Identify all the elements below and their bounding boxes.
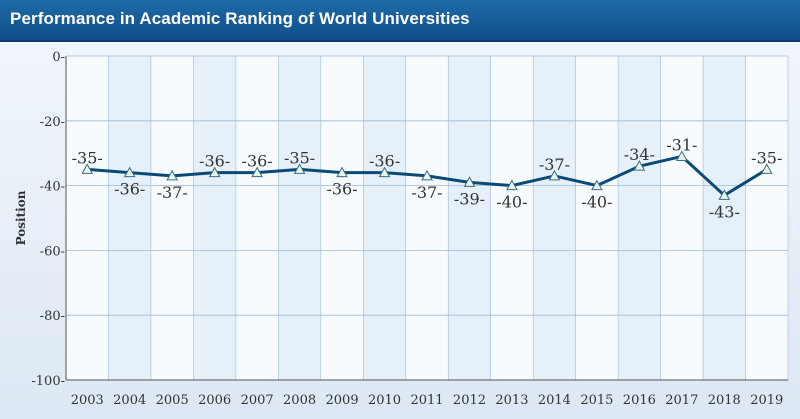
data-label: -37- xyxy=(411,183,442,202)
x-tick-label: 2008 xyxy=(283,393,316,408)
x-tick-label: 2007 xyxy=(241,393,274,408)
data-label: -36- xyxy=(199,152,230,171)
data-point-marker xyxy=(421,169,433,181)
y-tick-label: -60- xyxy=(40,244,65,259)
data-label: -37- xyxy=(157,183,188,202)
x-tick-label: 2011 xyxy=(410,393,443,408)
plot-band xyxy=(703,56,746,380)
plot-band xyxy=(363,56,406,380)
x-tick-label: 2019 xyxy=(750,393,783,408)
data-point-marker xyxy=(81,163,94,174)
x-tick-label: 2009 xyxy=(326,393,359,408)
data-label: -35- xyxy=(284,148,315,167)
data-label: -36- xyxy=(369,152,400,171)
plot-band xyxy=(575,56,619,380)
plot-band xyxy=(278,56,321,380)
y-tick-label: 0- xyxy=(52,50,65,65)
chart-title: Performance in Academic Ranking of World… xyxy=(10,9,470,28)
data-point-marker xyxy=(718,189,731,200)
y-tick-label: -100- xyxy=(31,374,65,389)
data-label: -39- xyxy=(454,189,485,208)
y-tick-label: -40- xyxy=(40,180,65,195)
plot-band xyxy=(618,56,661,380)
x-tick-label: 2010 xyxy=(368,393,401,408)
data-label: -37- xyxy=(539,155,570,174)
plot-band xyxy=(660,56,704,380)
data-label: -36- xyxy=(114,180,145,199)
x-tick-label: 2004 xyxy=(113,393,146,408)
data-point-marker xyxy=(760,163,773,174)
y-tick-label: -80- xyxy=(40,309,65,324)
x-tick-label: 2016 xyxy=(623,393,656,408)
x-tick-label: 2006 xyxy=(198,393,231,408)
plot-band xyxy=(108,56,151,380)
x-tick-label: 2014 xyxy=(538,393,571,408)
data-label: -43- xyxy=(709,202,740,221)
data-label: -36- xyxy=(326,180,357,199)
data-point-marker xyxy=(675,150,688,161)
data-label: -31- xyxy=(666,135,697,154)
data-point-marker xyxy=(166,169,179,181)
plot-band xyxy=(745,56,788,380)
x-tick-label: 2017 xyxy=(665,393,698,408)
data-label: -36- xyxy=(242,152,273,171)
data-point-marker xyxy=(548,169,561,181)
data-label: -40- xyxy=(581,193,612,212)
plot-band xyxy=(405,56,449,380)
plot-band xyxy=(448,56,491,380)
chart-title-bar: Performance in Academic Ranking of World… xyxy=(0,0,800,42)
data-point-marker xyxy=(336,166,348,178)
x-tick-label: 2003 xyxy=(71,393,104,408)
data-point-marker xyxy=(208,166,221,178)
plot-band xyxy=(150,56,194,380)
data-point-marker xyxy=(251,166,263,178)
data-label: -34- xyxy=(624,145,655,164)
x-tick-label: 2012 xyxy=(453,393,486,408)
data-label: -35- xyxy=(72,148,103,167)
plot-band xyxy=(193,56,236,380)
plot-band xyxy=(235,56,279,380)
y-axis-label: Position xyxy=(14,190,28,245)
x-tick-label: 2018 xyxy=(708,393,741,408)
plot-band xyxy=(66,56,109,380)
data-label: -35- xyxy=(751,148,782,167)
x-tick-label: 2005 xyxy=(156,393,189,408)
plot-band xyxy=(320,56,364,380)
plot-band xyxy=(490,56,534,380)
x-tick-label: 2015 xyxy=(580,393,613,408)
y-tick-label: -20- xyxy=(40,115,65,130)
plot-band xyxy=(533,56,576,380)
data-point-marker xyxy=(123,166,136,178)
data-point-marker xyxy=(463,176,476,187)
data-point-marker xyxy=(633,160,646,171)
data-point-marker xyxy=(591,179,603,191)
x-tick-label: 2013 xyxy=(495,393,528,408)
data-point-marker xyxy=(378,166,391,178)
data-label: -40- xyxy=(496,193,527,212)
data-point-marker xyxy=(293,163,306,174)
data-point-marker xyxy=(506,179,518,191)
